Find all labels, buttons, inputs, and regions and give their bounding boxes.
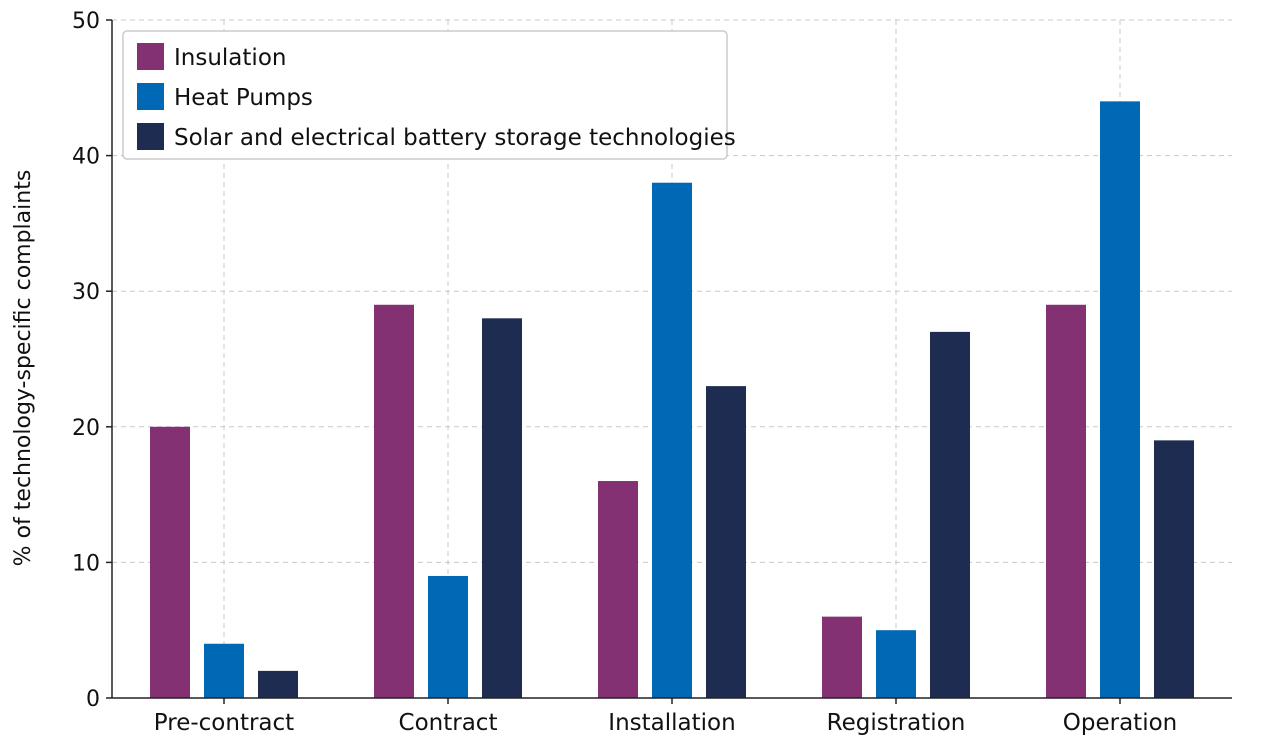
bar-heat-pumps-contract (428, 575, 468, 698)
bar-insulation-contract (374, 304, 414, 698)
y-tick-label: 50 (72, 9, 100, 34)
x-category-label: Contract (399, 710, 498, 736)
y-axis-label: % of technology-specific complaints (11, 170, 36, 567)
x-category-label: Pre-contract (154, 710, 294, 736)
legend: Insulation Heat Pumps Solar and electrical… (122, 30, 736, 160)
bar-heat-pumps-operation (1100, 101, 1140, 699)
y-tick-label: 0 (86, 687, 100, 712)
bar-solar-and-electrical-battery-storage-technologies-installation (706, 386, 746, 698)
bar-insulation-operation (1046, 304, 1086, 698)
bar-solar-and-electrical-battery-storage-technologies-registration (930, 331, 970, 698)
bar-solar-and-electrical-battery-storage-technologies-pre-contract (258, 670, 298, 698)
legend-label: Solar and electrical battery storage tec… (174, 125, 736, 151)
bar-insulation-installation (598, 481, 638, 698)
bar-heat-pumps-pre-contract (204, 643, 244, 698)
legend-box (122, 30, 728, 160)
x-category-label: Installation (608, 710, 735, 736)
tick-labels: 0 10 20 30 40 50 Pre-contract Contract Installat… (72, 9, 1177, 736)
legend-swatch (137, 123, 164, 150)
legend-swatch (137, 83, 164, 110)
y-tick-label: 30 (72, 280, 100, 305)
y-tick-label: 20 (72, 416, 100, 441)
legend-label: Insulation (174, 45, 286, 71)
legend-label: Heat Pumps (174, 85, 313, 111)
bar-heat-pumps-registration (876, 630, 916, 698)
bars (150, 101, 1194, 699)
x-category-label: Registration (827, 710, 966, 736)
bar-heat-pumps-installation (652, 182, 692, 699)
x-category-label: Operation (1063, 710, 1177, 736)
y-tick-label: 10 (72, 551, 100, 576)
legend-swatch (137, 43, 164, 70)
bar-insulation-pre-contract (150, 426, 190, 698)
y-tick-label: 40 (72, 145, 100, 170)
bar-solar-and-electrical-battery-storage-technologies-contract (482, 318, 522, 698)
bar-insulation-registration (822, 616, 862, 698)
bar-solar-and-electrical-battery-storage-technologies-operation (1154, 440, 1194, 698)
